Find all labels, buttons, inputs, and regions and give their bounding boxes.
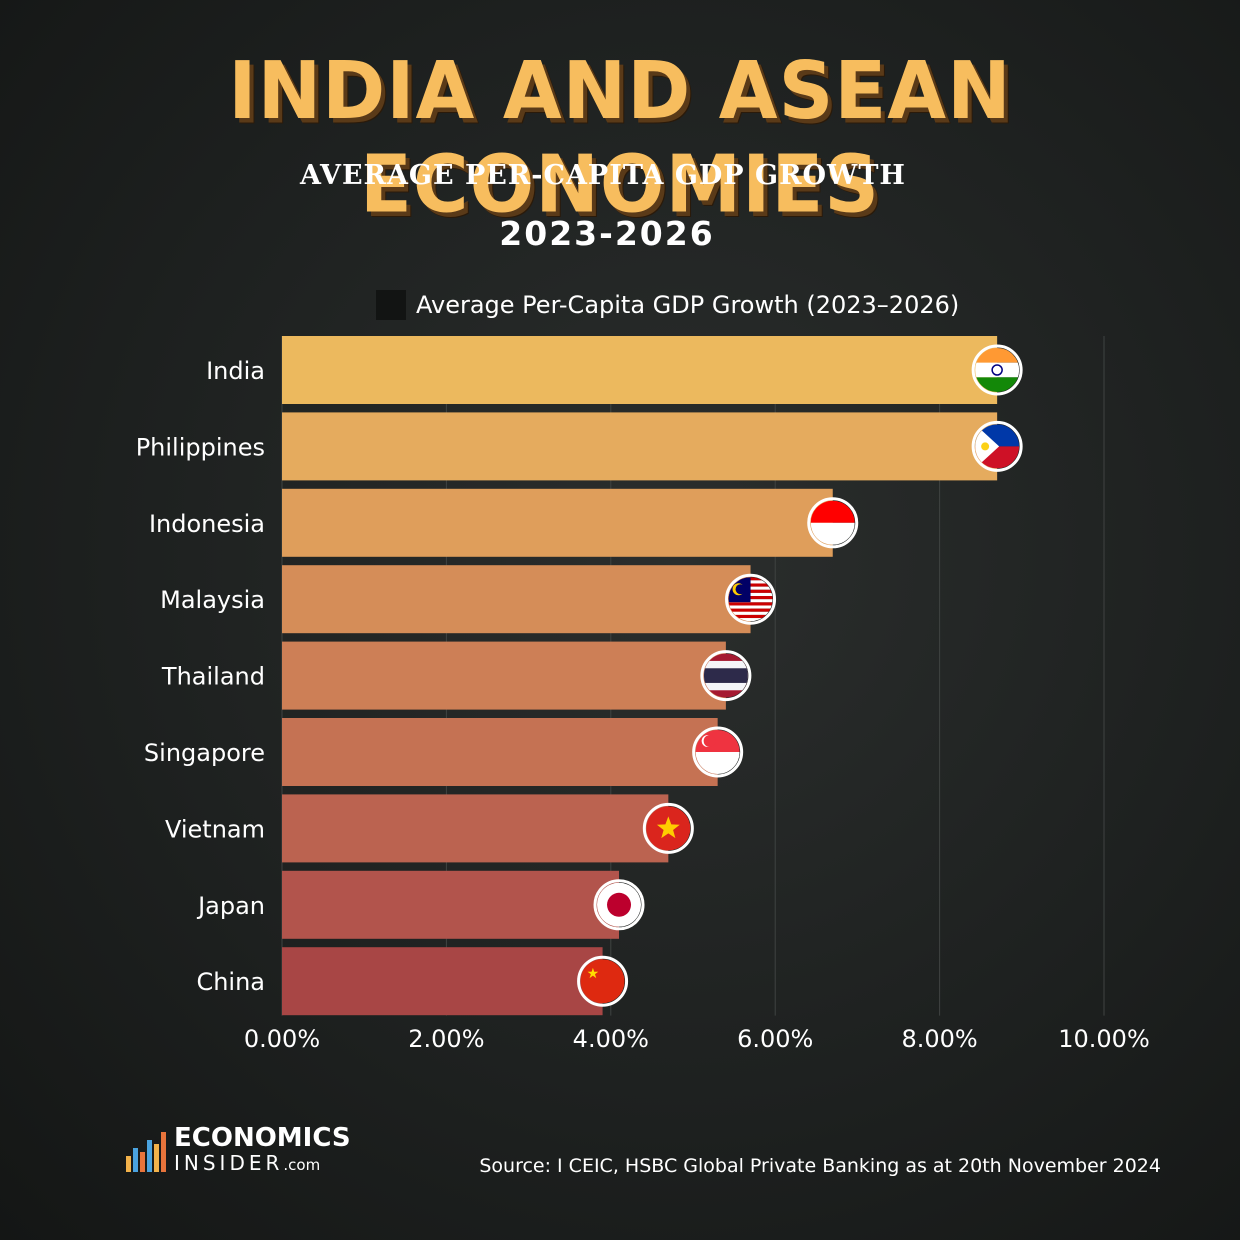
bar-indonesia [282, 488, 833, 557]
x-tick-label: 0.00% [244, 1025, 320, 1053]
vietnam-flag [642, 802, 694, 854]
chart-period: 2023-2026 [499, 214, 715, 253]
malaysia-flag [725, 573, 777, 625]
category-label: Singapore [144, 739, 265, 767]
category-label: India [206, 357, 265, 385]
legend-swatch [376, 290, 406, 320]
singapore-flag-shapes [695, 730, 740, 774]
vietnam-flag-shapes [646, 806, 691, 851]
chart-subtitle: AVERAGE PER-CAPITA GDP GROWTH [300, 160, 906, 191]
category-label: Malaysia [160, 586, 265, 614]
bar-japan [282, 870, 620, 939]
china-flag-border [577, 955, 629, 1007]
chart-title: INDIA AND ASEAN ECONOMIES [228, 43, 1012, 231]
japan-flag-shapes [597, 882, 642, 927]
malaysia-flag-border [725, 573, 777, 625]
indonesia-flag-shapes [810, 500, 855, 545]
x-tick-label: 2.00% [408, 1025, 484, 1053]
bar-india [282, 336, 998, 404]
bar-thailand [282, 641, 726, 710]
category-label: Philippines [136, 433, 265, 461]
bar-china [282, 947, 603, 1016]
legend: Average Per-Capita GDP Growth (2023–2026… [376, 289, 959, 321]
category-label: Vietnam [165, 815, 265, 843]
category-label: Japan [196, 892, 265, 920]
china-flag: ★ [577, 955, 629, 1007]
bar-singapore [282, 718, 718, 786]
malaysia-flag-shapes [728, 577, 773, 622]
category-label: Indonesia [149, 510, 265, 538]
economics-insider-logo: ECONOMICS INSIDER.com [124, 1124, 351, 1176]
indonesia-flag-border [807, 497, 859, 549]
x-tick-label: 10.00% [1058, 1025, 1150, 1053]
thailand-flag-shapes [703, 653, 748, 698]
x-tick-label: 6.00% [737, 1025, 813, 1053]
bar-chart: 0.00% 2.00% 4.00% 6.00% 8.00% 10.00% India Phil… [136, 336, 1150, 1053]
singapore-flag [692, 726, 744, 778]
x-tick-label: 8.00% [901, 1025, 977, 1053]
philippines-flag [971, 420, 1023, 472]
japan-flag [593, 879, 645, 931]
indonesia-flag [807, 497, 859, 549]
india-flag-border [971, 344, 1023, 396]
india-flag-shapes [975, 348, 1020, 392]
bar-philippines [282, 412, 998, 481]
bar-malaysia [282, 565, 751, 634]
legend-label: Average Per-Capita GDP Growth (2023–2026… [416, 291, 960, 319]
thailand-flag-border [700, 650, 752, 702]
category-label: China [196, 968, 265, 996]
x-tick-label: 4.00% [573, 1025, 649, 1053]
philippines-flag-shapes [975, 424, 1020, 469]
singapore-flag-border [692, 726, 744, 778]
logo-line2: INSIDER.com [174, 1152, 351, 1176]
china-flag-shapes: ★ [580, 959, 625, 1004]
source-note: Source: I CEIC, HSBC Global Private Bank… [479, 1155, 1161, 1177]
category-label: Thailand [161, 663, 265, 691]
japan-flag-border [593, 879, 645, 931]
india-flag [971, 344, 1023, 396]
bar-vietnam [282, 794, 669, 863]
bar-chart-logo-icon [126, 1132, 166, 1172]
china-flag-star: ★ [587, 966, 600, 982]
philippines-flag-border [971, 420, 1023, 472]
vietnam-flag-border [642, 802, 694, 854]
logo-line1: ECONOMICS [174, 1123, 351, 1153]
logo-suffix: .com [283, 1156, 321, 1174]
thailand-flag [700, 650, 752, 702]
logo-line2-text: INSIDER [174, 1151, 284, 1175]
